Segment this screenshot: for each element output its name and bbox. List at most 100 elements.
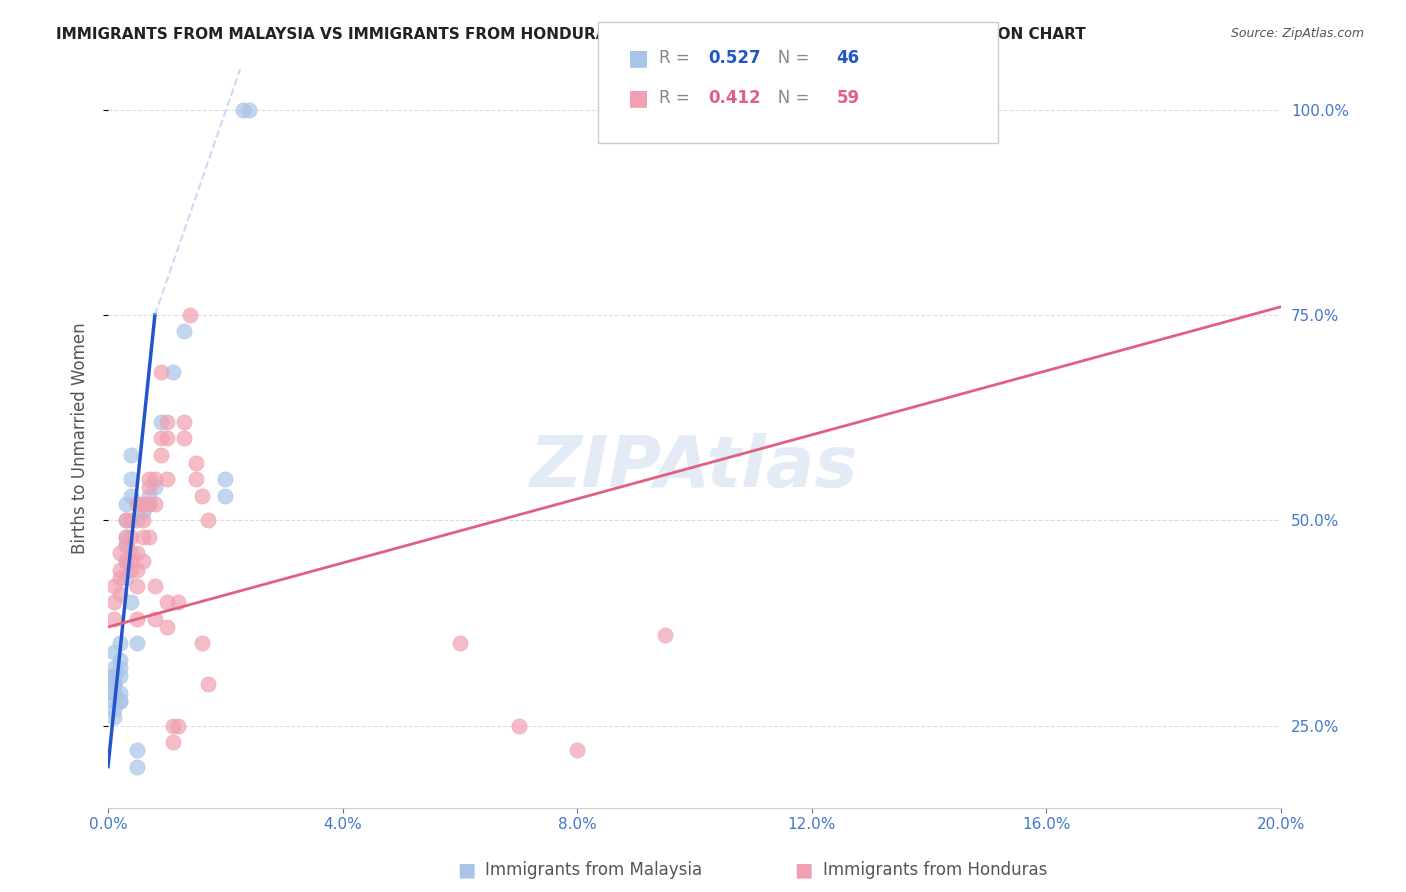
Point <box>108 636 131 650</box>
Point <box>103 661 125 675</box>
Point <box>232 103 254 117</box>
Text: ■: ■ <box>794 860 813 880</box>
Point <box>162 365 184 379</box>
Text: Source: ZipAtlas.com: Source: ZipAtlas.com <box>1230 27 1364 40</box>
Point <box>114 538 136 552</box>
Point <box>167 595 190 609</box>
Point <box>103 645 125 659</box>
Point <box>173 415 195 429</box>
Point <box>156 431 179 445</box>
Text: Immigrants from Honduras: Immigrants from Honduras <box>823 861 1047 879</box>
Point <box>567 743 589 757</box>
Text: 0.412: 0.412 <box>709 89 761 107</box>
Point <box>508 718 530 732</box>
Point <box>108 694 131 708</box>
Point <box>120 554 142 568</box>
Point <box>114 530 136 544</box>
Point <box>120 448 142 462</box>
Point <box>138 497 160 511</box>
Point <box>114 554 136 568</box>
Point <box>162 718 184 732</box>
Point <box>108 661 131 675</box>
Point <box>103 686 125 700</box>
Point <box>238 103 260 117</box>
Point <box>127 612 149 626</box>
Point <box>143 480 166 494</box>
Point <box>127 513 149 527</box>
Point <box>184 472 207 486</box>
Point <box>127 759 149 773</box>
Text: R =: R = <box>659 89 696 107</box>
Point <box>132 497 155 511</box>
Point <box>197 513 219 527</box>
Point <box>114 554 136 568</box>
Y-axis label: Births to Unmarried Women: Births to Unmarried Women <box>72 322 89 554</box>
Point <box>114 513 136 527</box>
Point <box>103 579 125 593</box>
Point <box>127 562 149 576</box>
Point <box>103 669 125 683</box>
Point <box>127 636 149 650</box>
Point <box>132 530 155 544</box>
Point <box>138 497 160 511</box>
Point <box>120 562 142 576</box>
Point <box>173 324 195 338</box>
Point <box>179 308 201 322</box>
Point <box>114 530 136 544</box>
Point <box>156 595 179 609</box>
Point <box>132 497 155 511</box>
Point <box>103 669 125 683</box>
Point <box>143 497 166 511</box>
Point <box>143 579 166 593</box>
Point <box>214 489 236 503</box>
Point <box>800 103 823 117</box>
Point <box>162 735 184 749</box>
Point <box>103 677 125 691</box>
Point <box>654 628 676 642</box>
Point <box>108 669 131 683</box>
Point <box>132 554 155 568</box>
Text: N =: N = <box>762 89 814 107</box>
Point <box>156 472 179 486</box>
Text: Immigrants from Malaysia: Immigrants from Malaysia <box>485 861 702 879</box>
Point <box>156 415 179 429</box>
Text: IMMIGRANTS FROM MALAYSIA VS IMMIGRANTS FROM HONDURAS BIRTHS TO UNMARRIED WOMEN C: IMMIGRANTS FROM MALAYSIA VS IMMIGRANTS F… <box>56 27 1085 42</box>
Point <box>103 677 125 691</box>
Point <box>127 546 149 560</box>
Point <box>127 743 149 757</box>
Text: N =: N = <box>762 49 814 67</box>
Point <box>127 497 149 511</box>
Point <box>149 365 172 379</box>
Point <box>108 653 131 667</box>
Point <box>103 677 125 691</box>
Point <box>149 448 172 462</box>
Text: 59: 59 <box>837 89 859 107</box>
Point <box>108 546 131 560</box>
Point <box>214 472 236 486</box>
Point <box>132 513 155 527</box>
Text: ■: ■ <box>457 860 475 880</box>
Point <box>103 702 125 716</box>
Point <box>103 677 125 691</box>
Text: ZIPAtlas: ZIPAtlas <box>530 434 859 502</box>
Text: 46: 46 <box>837 49 859 67</box>
Point <box>103 595 125 609</box>
Point <box>103 686 125 700</box>
Point <box>103 694 125 708</box>
Point <box>114 497 136 511</box>
Point <box>138 489 160 503</box>
Point <box>114 538 136 552</box>
Point <box>167 718 190 732</box>
Point <box>120 513 142 527</box>
Point <box>103 612 125 626</box>
Point <box>138 480 160 494</box>
Point <box>108 587 131 601</box>
Point <box>132 505 155 519</box>
Point <box>114 513 136 527</box>
Point <box>120 546 142 560</box>
Point <box>108 571 131 585</box>
Text: ■: ■ <box>628 88 650 108</box>
Point <box>114 571 136 585</box>
Point <box>138 530 160 544</box>
Point <box>120 530 142 544</box>
